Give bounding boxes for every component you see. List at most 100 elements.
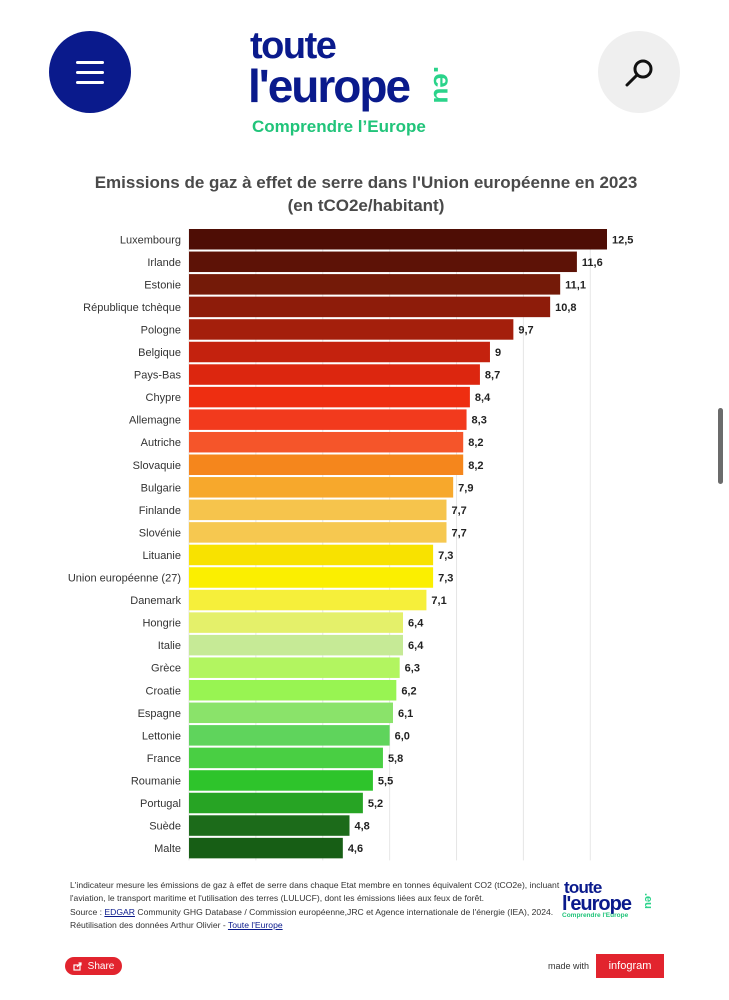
menu-button[interactable] (49, 31, 131, 113)
logo-eu: .eu (428, 66, 458, 104)
bar (189, 747, 383, 769)
footer-logo-eu: .eu (642, 893, 654, 909)
value-label: 5,8 (388, 753, 403, 765)
category-label: Luxembourg (120, 234, 181, 246)
footer-logo: toute l'europe .eu Comprendre l'Europe (562, 879, 672, 921)
chart-subtitle: (en tCO2e/habitant) (287, 196, 445, 215)
footer-logo-line2: l'europe (562, 893, 632, 915)
category-label: Irlande (147, 257, 181, 269)
edgar-link[interactable]: EDGAR (104, 906, 135, 917)
category-label: Danemark (130, 595, 181, 607)
value-label: 4,6 (348, 843, 363, 855)
value-label: 6,4 (408, 640, 424, 652)
value-label: 7,1 (431, 595, 446, 607)
logo-line1: toute (250, 25, 337, 67)
category-label: Slovaquie (133, 460, 181, 472)
category-label: Croatie (146, 685, 181, 697)
category-label: Union européenne (27) (68, 573, 181, 585)
value-label: 10,8 (555, 302, 576, 314)
value-label: 5,5 (378, 775, 393, 787)
bar (189, 522, 447, 543)
category-label: Suède (149, 821, 181, 833)
bar (189, 431, 464, 453)
value-label: 8,3 (472, 415, 487, 427)
logo-line2: l'europe (248, 60, 411, 112)
bar (189, 657, 400, 678)
value-label: 6,3 (405, 663, 420, 675)
bar (189, 409, 467, 430)
infogram-badge[interactable]: infogram (596, 954, 664, 978)
share-button[interactable]: Share (65, 957, 122, 975)
value-label: 6,1 (398, 708, 413, 720)
bar (189, 544, 434, 566)
value-label: 5,2 (368, 798, 383, 810)
category-label: Pologne (141, 324, 181, 336)
value-label: 7,9 (458, 482, 473, 494)
bar (189, 792, 363, 814)
bar (189, 589, 427, 611)
value-label: 6,0 (395, 730, 410, 742)
bar (189, 567, 434, 588)
chart-footnote: L'indicateur mesure les émissions de gaz… (70, 879, 562, 932)
source-prefix: Source : (70, 906, 105, 917)
category-label: Estonie (144, 279, 181, 291)
category-label: France (147, 753, 181, 765)
value-label: 8,7 (485, 370, 500, 382)
category-label: Allemagne (129, 415, 181, 427)
bar (189, 477, 454, 498)
search-button[interactable] (598, 31, 680, 113)
bar (189, 364, 480, 385)
category-label: Grèce (151, 663, 181, 675)
bar (189, 296, 551, 318)
category-label: Italie (158, 640, 181, 652)
source-text: Community GHG Database / Commission euro… (70, 906, 554, 930)
value-label: 9,7 (518, 324, 533, 336)
bar-chart: Luxembourg 12,5 Irlande 11,6 Estonie 11,1 Répu… (68, 229, 633, 861)
category-label: Bulgarie (141, 482, 181, 494)
menu-icon-bar (76, 81, 104, 84)
chart-title-block: Emissions de gaz à effet de serre dans l… (60, 171, 672, 217)
author-link[interactable]: Toute l'Europe (227, 919, 283, 930)
bar (189, 725, 390, 746)
site-logo[interactable]: toute l'europe .eu (248, 26, 488, 122)
bar (189, 251, 577, 273)
value-label: 6,4 (408, 618, 424, 630)
menu-icon-bar (76, 71, 104, 74)
value-label: 8,4 (475, 392, 491, 404)
site-tagline: Comprendre l’Europe (252, 117, 426, 136)
share-label: Share (87, 960, 115, 972)
menu-icon-bar (76, 61, 104, 64)
category-label: Chypre (146, 392, 181, 404)
bar (189, 680, 397, 701)
bar (189, 702, 393, 724)
bar (189, 229, 607, 250)
value-label: 4,8 (355, 821, 370, 833)
bar (189, 499, 447, 521)
category-label: Malte (154, 843, 181, 855)
value-label: 8,2 (468, 460, 483, 472)
category-label: Roumanie (131, 775, 181, 787)
category-label: République tchèque (83, 302, 181, 314)
category-label: Portugal (140, 798, 181, 810)
category-label: Lituanie (142, 550, 181, 562)
value-label: 8,2 (468, 437, 483, 449)
chart-title: Emissions de gaz à effet de serre dans l… (94, 173, 638, 192)
value-label: 11,1 (565, 279, 586, 291)
footer-logo-tagline: Comprendre l'Europe (562, 912, 629, 919)
category-label: Belgique (138, 347, 181, 359)
bar (189, 634, 404, 656)
footnote-text: L'indicateur mesure les émissions de gaz… (70, 880, 560, 904)
bar (189, 612, 404, 633)
category-label: Lettonie (142, 730, 181, 742)
bar (189, 815, 350, 836)
category-label: Espagne (138, 708, 181, 720)
category-label: Autriche (141, 437, 181, 449)
bar (189, 341, 490, 363)
category-label: Slovénie (139, 527, 181, 539)
value-label: 7,3 (438, 573, 453, 585)
scrollbar-thumb[interactable] (718, 408, 723, 484)
value-label: 11,6 (582, 257, 603, 269)
bar (189, 454, 464, 475)
bar (189, 770, 373, 791)
value-label: 7,3 (438, 550, 453, 562)
